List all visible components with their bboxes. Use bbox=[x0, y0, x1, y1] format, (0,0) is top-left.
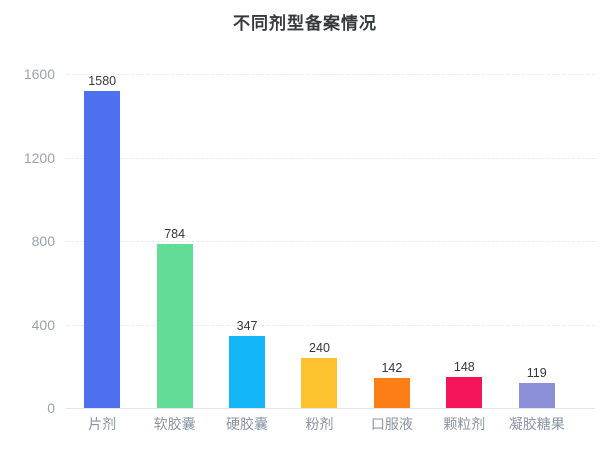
bar-value-label: 1580 bbox=[88, 74, 117, 88]
x-axis-label: 软胶囊 bbox=[153, 416, 196, 432]
x-axis-label: 粉剂 bbox=[305, 416, 334, 432]
bar-3[interactable] bbox=[301, 357, 338, 408]
bar-2[interactable] bbox=[229, 335, 266, 408]
bar-slot-1: 784 bbox=[138, 74, 210, 408]
chart-title: 不同剂型备案情况 bbox=[233, 14, 377, 33]
bar-0[interactable] bbox=[84, 91, 121, 408]
gridline bbox=[66, 241, 595, 242]
bar-5[interactable] bbox=[446, 377, 483, 408]
y-axis-tick-label: 0 bbox=[47, 400, 55, 416]
bar-slot-3: 240 bbox=[283, 74, 355, 408]
bar-value-label: 784 bbox=[164, 227, 186, 242]
bar-4[interactable] bbox=[373, 378, 410, 408]
x-axis-label: 口服液 bbox=[370, 416, 413, 432]
bar-value-label: 119 bbox=[526, 366, 547, 381]
gridline bbox=[66, 74, 595, 75]
bar-6[interactable] bbox=[518, 383, 555, 408]
bar-slot-5: 148 bbox=[428, 74, 500, 408]
x-axis-labels: 片剂 软胶囊 硬胶囊 粉剂 口服液 颗粒剂 凝胶糖果 bbox=[66, 414, 573, 434]
gridline bbox=[66, 157, 595, 159]
x-axis-label: 凝胶糖果 bbox=[508, 416, 565, 432]
y-axis-tick-label: 1200 bbox=[23, 149, 55, 166]
x-axis-label: 硬胶囊 bbox=[226, 416, 269, 432]
y-axis-tick-label: 1600 bbox=[23, 66, 55, 82]
y-axis-tick-label: 400 bbox=[31, 316, 55, 333]
y-axis-tick-label: 800 bbox=[31, 233, 55, 249]
plot-area: 1580 784 347 240 142 148 119 bbox=[66, 74, 573, 408]
gridline bbox=[66, 324, 595, 326]
bar-value-label: 142 bbox=[381, 361, 403, 376]
bar-value-label: 148 bbox=[453, 360, 475, 375]
bar-value-label: 347 bbox=[236, 318, 258, 333]
bar-slot-6: 119 bbox=[501, 74, 573, 408]
bar-1[interactable] bbox=[156, 244, 193, 408]
bar-slot-4: 142 bbox=[356, 74, 428, 408]
bar-slot-2: 347 bbox=[211, 74, 283, 408]
x-axis-label: 颗粒剂 bbox=[443, 416, 486, 432]
bar-value-label: 240 bbox=[309, 340, 330, 355]
bar-slot-0: 1580 bbox=[66, 74, 138, 408]
x-axis-label: 片剂 bbox=[88, 416, 117, 432]
x-axis-line bbox=[66, 408, 595, 409]
